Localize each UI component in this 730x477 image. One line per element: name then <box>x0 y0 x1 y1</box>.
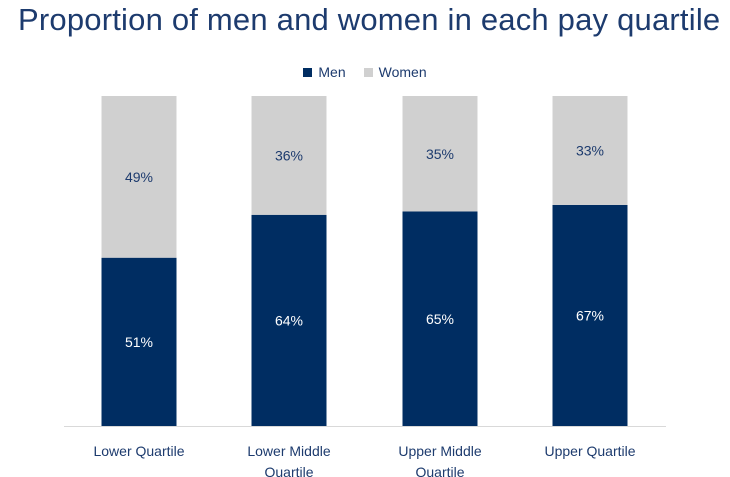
x-tick-label-3-line-1: Upper Middle <box>398 443 481 459</box>
legend-item-women: Women <box>363 64 427 80</box>
legend-label-men: Men <box>318 64 346 80</box>
x-tick-label-4: Upper Quartile <box>544 443 635 459</box>
legend-swatch-women <box>363 67 373 77</box>
bar-women-2 <box>251 96 327 215</box>
data-label-men-1: 51% <box>125 334 153 350</box>
legend-swatch-men <box>303 67 313 77</box>
data-label-women-1: 49% <box>125 169 153 185</box>
bar-men-1 <box>101 257 177 426</box>
data-label-women-2: 36% <box>275 147 303 163</box>
bar-men-2 <box>251 214 327 426</box>
x-tick-label-2-line-1: Lower Middle <box>247 443 330 459</box>
bar-men-4 <box>552 204 628 426</box>
x-tick-label-3-line-2: Quartile <box>415 464 464 477</box>
legend-item-men: Men <box>303 64 346 80</box>
bar-men-3 <box>402 211 478 426</box>
x-tick-label-1: Lower Quartile <box>93 443 184 459</box>
bar-women-1 <box>101 96 177 258</box>
data-label-men-2: 64% <box>275 312 303 328</box>
legend: Men Women <box>0 64 730 80</box>
data-label-men-3: 65% <box>426 311 454 327</box>
chart-title: Proportion of men and women in each pay … <box>18 2 721 37</box>
data-label-women-3: 35% <box>426 146 454 162</box>
data-label-women-4: 33% <box>576 142 604 158</box>
x-tick-label-2-line-2: Quartile <box>264 464 313 477</box>
bar-women-3 <box>402 96 478 212</box>
data-label-men-4: 67% <box>576 307 604 323</box>
legend-label-women: Women <box>378 64 427 80</box>
bar-women-4 <box>552 96 628 205</box>
